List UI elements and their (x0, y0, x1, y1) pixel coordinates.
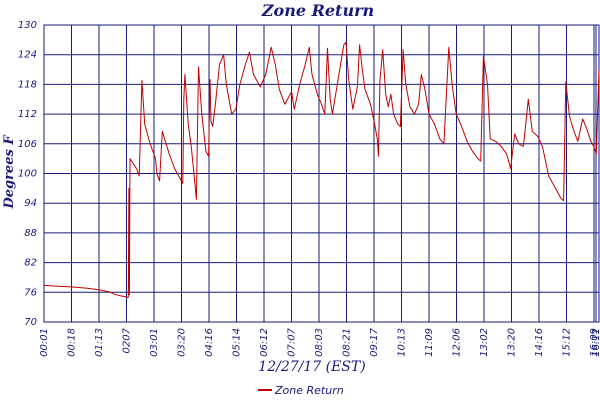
y-tick-label: 100 (18, 169, 37, 180)
x-tick-label: 15:12 (562, 328, 573, 357)
x-tick-label: 08:03 (314, 328, 325, 357)
x-tick-label: 13:02 (479, 328, 490, 357)
y-tick-label: 124 (18, 50, 37, 61)
y-axis-label: Degrees F (2, 135, 17, 210)
x-tick-label: 0207 (122, 327, 133, 353)
x-tick-label: 05:14 (232, 328, 243, 357)
x-tick-labels: 00:01 00:18 01:13 0207 03:01 03:20 04:16 05:14 0… (39, 327, 600, 356)
x-tick-label: 12:06 (452, 328, 463, 357)
grid-lines (43, 24, 599, 323)
chart-title: Zone Return (261, 1, 374, 20)
y-tick-label: 106 (18, 139, 37, 150)
x-tick-label: 00:18 (67, 328, 78, 357)
x-tick-label: 03:01 (149, 328, 160, 357)
x-tick-label: 16:11 (591, 328, 600, 357)
x-tick-label: 03:20 (177, 328, 188, 357)
x-tick-label: 11:09 (424, 328, 435, 357)
y-tick-label: 118 (18, 79, 37, 90)
legend-label: Zone Return (274, 384, 344, 397)
x-tick-label: 10:13 (397, 328, 408, 357)
x-axis-label: 12/27/17 (EST) (258, 359, 365, 375)
x-tick-label: 09:17 (369, 327, 380, 356)
x-tick-label: 07:07 (287, 327, 298, 356)
y-tick-label: 130 (18, 20, 37, 31)
y-tick-label: 76 (24, 287, 37, 298)
x-tick-label: 00:01 (39, 328, 50, 357)
y-tick-label: 88 (24, 228, 37, 239)
x-tick-label: 16:09 (589, 328, 600, 357)
x-tick-label: 13:20 (507, 328, 518, 357)
y-tick-label: 94 (24, 198, 37, 209)
y-tick-labels: 70 76 82 88 94 100 106 112 118 124 130 (18, 20, 37, 328)
x-tick-label: 01:13 (94, 328, 105, 357)
x-tick-label: 06:12 (259, 328, 270, 357)
y-tick-label: 70 (24, 317, 37, 328)
plot-frame (43, 24, 600, 323)
x-tick-label: 14:16 (534, 328, 545, 357)
x-tick-label: 08:21 (342, 328, 353, 357)
y-tick-label: 82 (24, 258, 37, 269)
y-tick-label: 112 (18, 109, 37, 120)
zone-return-line (43, 41, 600, 298)
x-tick-label: 04:16 (204, 328, 215, 357)
legend: Zone Return (258, 384, 344, 397)
